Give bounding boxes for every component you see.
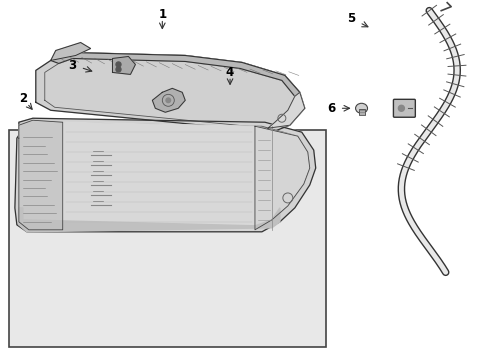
Polygon shape — [254, 126, 309, 230]
Text: 2: 2 — [19, 92, 27, 105]
Bar — [9, 130, 325, 347]
Polygon shape — [62, 122, 254, 230]
Polygon shape — [19, 208, 279, 232]
Circle shape — [165, 97, 171, 103]
Text: 6: 6 — [327, 102, 335, 115]
Polygon shape — [36, 53, 304, 132]
Text: 3: 3 — [68, 59, 77, 72]
Polygon shape — [15, 118, 315, 232]
FancyBboxPatch shape — [393, 99, 414, 117]
Bar — [358, 109, 364, 115]
Polygon shape — [152, 88, 185, 112]
Text: 4: 4 — [225, 66, 234, 79]
Circle shape — [116, 62, 121, 67]
Circle shape — [116, 67, 121, 72]
Text: 5: 5 — [347, 12, 355, 25]
Polygon shape — [51, 42, 90, 60]
Polygon shape — [112, 57, 135, 75]
Text: 1: 1 — [158, 8, 166, 21]
Circle shape — [398, 105, 404, 111]
Polygon shape — [267, 92, 304, 128]
Polygon shape — [51, 53, 299, 96]
Polygon shape — [19, 120, 62, 230]
Ellipse shape — [355, 103, 367, 113]
